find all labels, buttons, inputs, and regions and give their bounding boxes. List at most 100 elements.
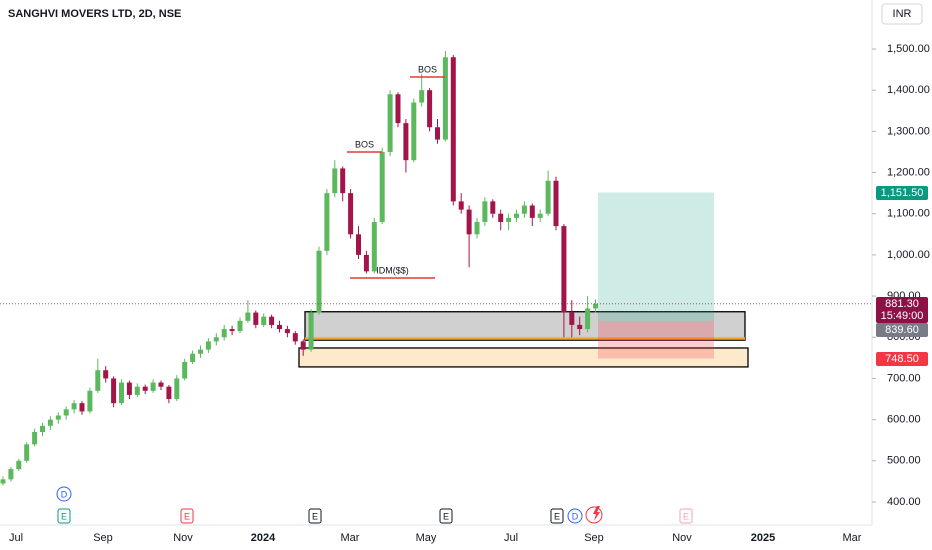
candle-body (356, 234, 361, 255)
event-badge (550, 508, 564, 524)
candle-body (0, 479, 6, 484)
price-label-bg (876, 297, 928, 323)
candle-body (119, 382, 124, 404)
candle-body (150, 382, 156, 391)
candle-body (166, 386, 172, 400)
y-tick-label: 1,500.00 (887, 43, 930, 55)
candle-body (419, 90, 425, 103)
candle-body (498, 213, 504, 222)
candle-body (182, 361, 188, 379)
candle-body (545, 180, 551, 214)
candle-body (593, 303, 598, 309)
candle-body (403, 123, 409, 161)
candle-body (71, 403, 77, 410)
event-label: E (683, 511, 689, 521)
candle-body (47, 419, 53, 426)
candle-body (577, 324, 583, 330)
currency[interactable]: INR (893, 8, 912, 20)
chart-title: SANGHVI MOVERS LTD, 2D, NSE (8, 8, 181, 20)
candle-body (387, 94, 393, 152)
candle-body (205, 341, 211, 350)
candle-body (466, 209, 472, 235)
x-tick-label: Sep (93, 532, 113, 544)
candle-body (529, 205, 535, 218)
candle-body (134, 386, 140, 395)
candle-body (371, 221, 377, 272)
x-tick-label: Jul (504, 532, 518, 544)
annotation-label: BOS (355, 139, 374, 149)
event-badge (308, 508, 322, 524)
candle-body (95, 370, 101, 391)
candle-body (63, 409, 69, 416)
icon-ring (585, 506, 603, 524)
event-label: E (443, 511, 449, 521)
stop-zone (598, 320, 714, 359)
price-label-bg (876, 323, 928, 337)
candle-body (277, 324, 282, 330)
candle-body (411, 102, 417, 161)
candle-body (435, 127, 440, 140)
y-tick-label: 700.00 (887, 372, 921, 384)
candle-body (363, 254, 369, 272)
event-badge (567, 508, 583, 524)
candle-body (261, 316, 267, 325)
candle-body (190, 353, 196, 362)
y-tick-label: 500.00 (887, 455, 921, 467)
price-label: 1,151.50 (881, 187, 924, 199)
candle-body (8, 469, 14, 480)
candle-body (585, 308, 591, 330)
event-label: E (554, 511, 560, 521)
candle-body (40, 425, 45, 432)
event-badge (679, 508, 693, 524)
candle-body (158, 382, 164, 387)
candle-body (521, 205, 527, 214)
x-tick-label: Jul (9, 532, 23, 544)
candle-body (395, 94, 401, 124)
zone (304, 311, 746, 341)
candle-body (308, 312, 314, 350)
event-label: E (312, 511, 318, 521)
candle-body (537, 213, 543, 218)
target-zone (598, 192, 714, 321)
candle-body (490, 201, 496, 214)
price-label: 881.30 (885, 298, 919, 310)
zone (298, 347, 749, 368)
x-tick-label: 2024 (251, 532, 276, 544)
candle-body (316, 250, 322, 313)
candle-body (253, 312, 259, 325)
x-tick-label: 2025 (751, 532, 775, 544)
candle-body (379, 151, 385, 222)
y-tick-label: 1,300.00 (887, 125, 930, 137)
y-tick-label: 400.00 (887, 496, 921, 508)
candle-body (284, 329, 290, 334)
event-badge (56, 486, 72, 502)
event-badge (57, 508, 71, 524)
event-label: E (184, 511, 190, 521)
candle-body (514, 213, 519, 218)
candle-body (553, 180, 559, 227)
candle-body (79, 403, 85, 412)
x-tick-label: Nov (672, 532, 692, 544)
candle-body (324, 193, 330, 251)
candle-body (87, 390, 93, 412)
candle-body (213, 337, 219, 342)
candle-body (229, 329, 235, 332)
y-tick-label: 600.00 (887, 414, 921, 426)
y-tick-label: 1,400.00 (887, 84, 930, 96)
candle-body (561, 226, 567, 313)
candle-body (245, 312, 251, 321)
candle-body (506, 217, 512, 222)
candle-body (340, 168, 346, 194)
x-tick-label: May (416, 532, 437, 544)
price-label: 748.50 (885, 353, 919, 365)
dividend-icon (593, 506, 600, 521)
candle-body (348, 193, 354, 235)
candle-body (16, 460, 22, 470)
candle-body (24, 444, 30, 461)
candle-body (174, 378, 180, 400)
currency-box[interactable] (881, 3, 923, 25)
candle-body (269, 316, 275, 325)
candle-body (300, 341, 306, 350)
